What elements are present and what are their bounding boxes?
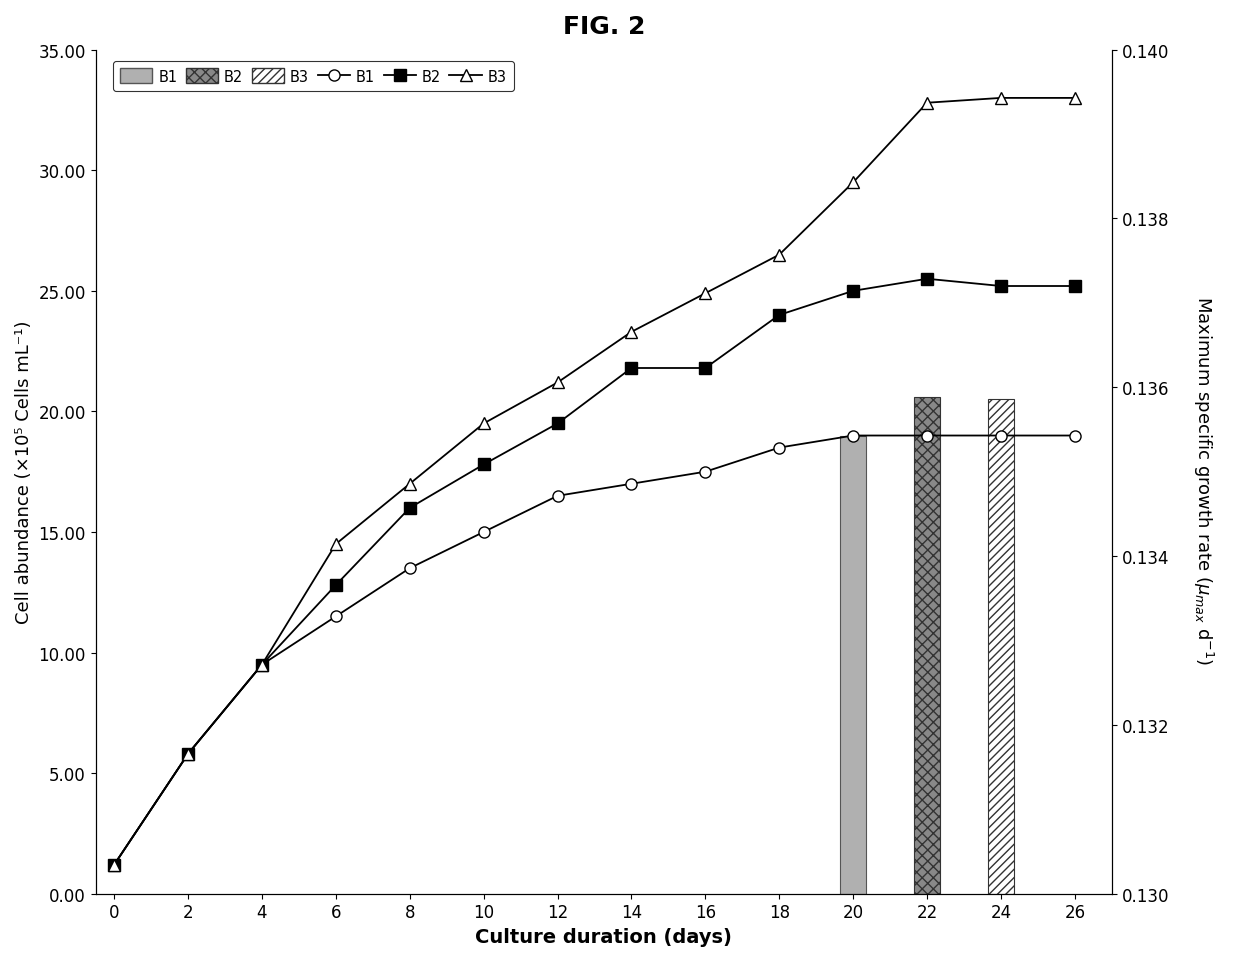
- Text: Maximum specific growth rate ($\mu_{max}$ d$^{-1}$): Maximum specific growth rate ($\mu_{max}…: [1190, 296, 1215, 665]
- Y-axis label: Cell abundance (×10⁵ Cells mL⁻¹): Cell abundance (×10⁵ Cells mL⁻¹): [15, 321, 33, 624]
- Title: FIG. 2: FIG. 2: [563, 15, 645, 39]
- Legend: B1, B2, B3, B1, B2, B3: B1, B2, B3, B1, B2, B3: [113, 62, 513, 92]
- X-axis label: Culture duration (days): Culture duration (days): [475, 927, 732, 946]
- Bar: [914, 398, 940, 894]
- Bar: [988, 400, 1014, 894]
- Bar: [841, 436, 866, 894]
